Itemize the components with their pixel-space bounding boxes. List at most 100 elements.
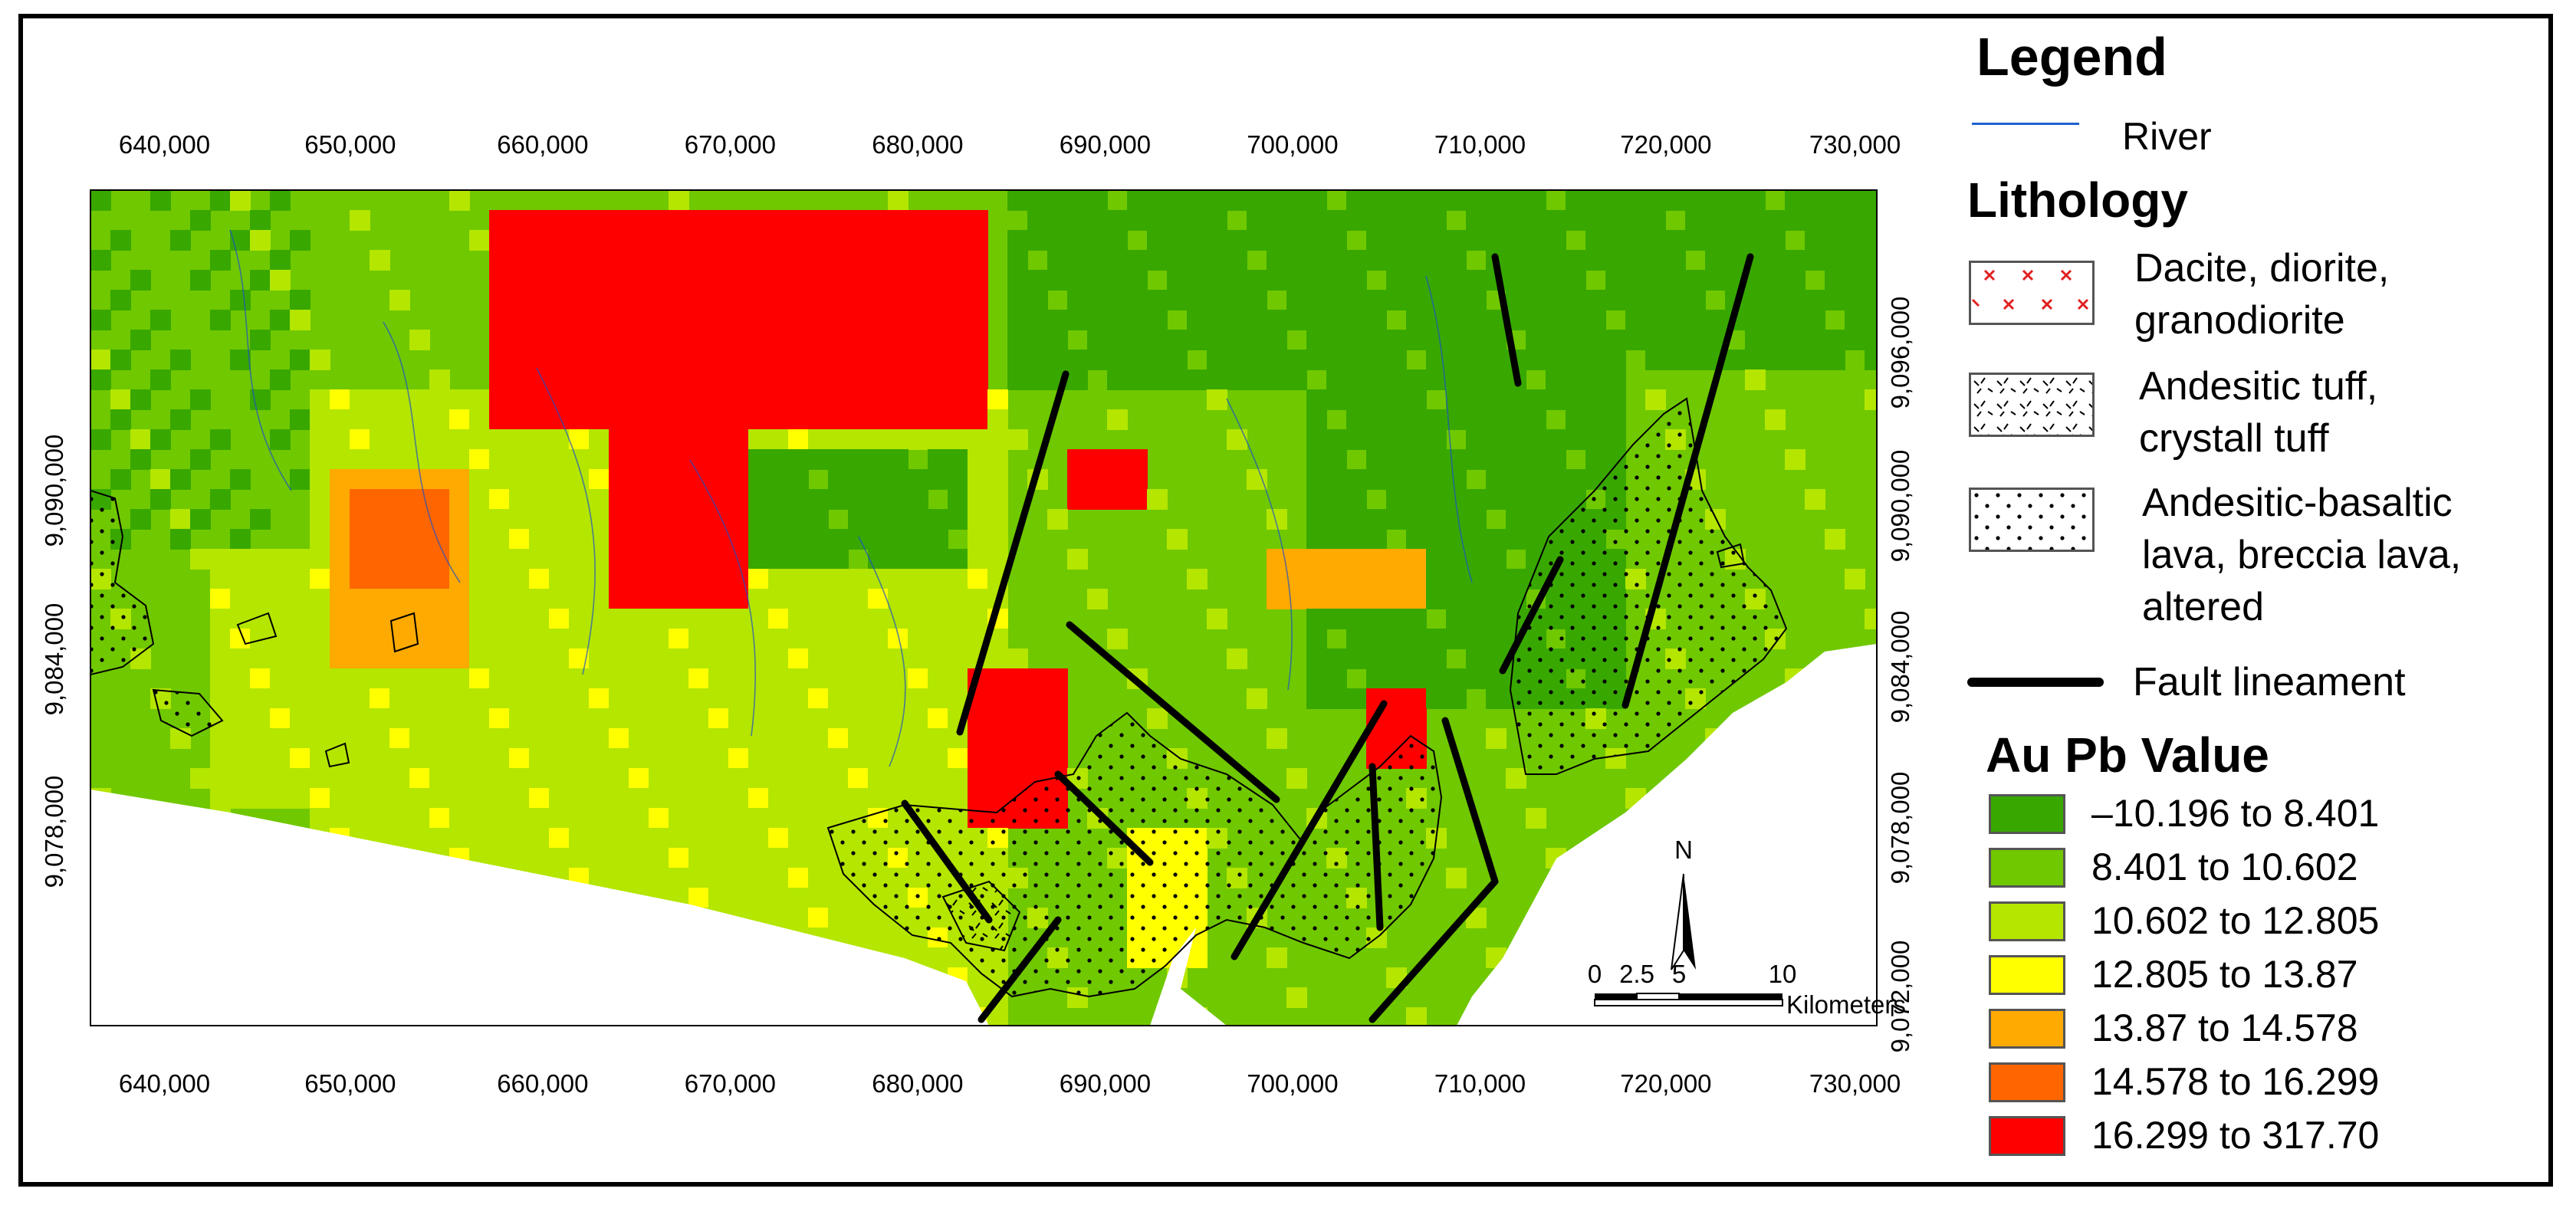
raster-cell <box>389 688 410 709</box>
raster-cell <box>310 629 330 649</box>
raster-cell <box>1566 429 1586 450</box>
raster-cell <box>688 748 709 769</box>
raster-cell <box>210 190 231 211</box>
raster-cell <box>509 748 530 769</box>
raster-cell <box>728 529 749 550</box>
raster-cell <box>270 429 291 450</box>
raster-cell <box>908 290 928 310</box>
raster-cell <box>230 529 251 550</box>
raster-cell <box>469 509 490 530</box>
raster-cell <box>1486 429 1506 450</box>
raster-cell <box>389 748 410 769</box>
raster-cell <box>609 688 629 709</box>
raster-cell <box>1685 230 1706 251</box>
raster-cell <box>928 748 948 769</box>
raster-cell <box>509 688 530 709</box>
raster-cell <box>1047 250 1068 271</box>
raster-cell <box>549 788 570 809</box>
raster-cell <box>429 429 450 450</box>
raster-cell <box>649 489 669 510</box>
raster-cell <box>310 589 330 609</box>
raster-cell <box>1466 230 1487 251</box>
raster-cell <box>828 369 849 390</box>
raster-cell <box>1765 290 1786 310</box>
raster-cell <box>649 270 669 291</box>
raster-cell <box>230 569 251 589</box>
raster-cell <box>489 310 510 330</box>
raster-cell <box>529 409 550 430</box>
raster-cell <box>1625 270 1646 291</box>
raster-cell <box>1107 330 1128 350</box>
raster-cell <box>1406 589 1427 609</box>
raster-cell <box>1645 250 1666 271</box>
raster-cell <box>489 728 510 749</box>
raster-cell <box>1047 668 1068 689</box>
raster-cell <box>230 748 251 769</box>
raster-cell <box>728 210 749 231</box>
raster-cell <box>688 389 709 410</box>
raster-cell <box>649 868 669 888</box>
raster-cell <box>649 589 669 609</box>
raster-cell <box>1585 290 1606 310</box>
raster-cell <box>1446 569 1467 589</box>
raster-cell <box>90 310 111 330</box>
raster-cell <box>1227 648 1247 669</box>
raster-cell <box>1705 230 1726 251</box>
raster-cell <box>828 888 849 908</box>
raster-cell <box>529 210 550 231</box>
raster-cell <box>1705 310 1726 330</box>
raster-cell <box>210 310 231 330</box>
raster-cell <box>330 808 350 829</box>
raster-cell <box>469 549 490 570</box>
raster-cell <box>788 609 809 629</box>
raster-cell <box>1546 489 1566 510</box>
raster-cell <box>1326 529 1347 550</box>
raster-cell <box>1306 230 1327 251</box>
raster-cell <box>409 808 430 829</box>
raster-cell <box>210 788 231 809</box>
raster-cell <box>1406 210 1427 231</box>
raster-cell <box>1227 290 1247 310</box>
island-outline <box>152 688 224 737</box>
raster-cell <box>688 429 709 450</box>
raster-cell <box>987 708 1008 729</box>
raster-cell <box>1466 449 1487 470</box>
raster-cell <box>389 668 410 689</box>
raster-cell <box>1526 389 1546 410</box>
raster-cell <box>649 549 669 570</box>
raster-cell <box>669 210 689 231</box>
raster-cell <box>1227 270 1247 291</box>
class-label: 16.299 to 317.70 <box>2091 1114 2380 1157</box>
raster-cell <box>649 469 669 490</box>
raster-cell <box>928 310 948 330</box>
raster-cell <box>350 589 370 609</box>
raster-cell <box>1326 469 1347 490</box>
raster-cell <box>1127 489 1148 510</box>
raster-cell <box>1306 449 1327 470</box>
raster-cell <box>449 389 470 410</box>
raster-cell <box>1406 549 1427 570</box>
raster-cell <box>928 688 948 709</box>
raster-cell <box>1585 409 1606 430</box>
raster-cell <box>449 788 470 809</box>
raster-cell <box>1386 449 1407 470</box>
raster-cell <box>350 549 370 570</box>
raster-cell <box>210 768 231 789</box>
raster-cell <box>1386 569 1407 589</box>
raster-cell <box>808 569 829 589</box>
raster-cell <box>1027 688 1048 709</box>
raster-cell <box>1167 350 1188 370</box>
raster-cell <box>1386 350 1407 370</box>
raster-cell <box>270 190 291 211</box>
raster-cell <box>669 449 689 470</box>
raster-cell <box>1147 369 1168 390</box>
raster-cell <box>788 290 809 310</box>
raster-cell <box>848 708 869 729</box>
raster-cell <box>469 668 490 689</box>
raster-cell <box>1805 230 1825 251</box>
raster-cell <box>529 569 550 589</box>
raster-cell <box>908 369 928 390</box>
raster-cell <box>708 609 729 629</box>
raster-cell <box>370 449 390 470</box>
raster-cell <box>1805 330 1825 350</box>
